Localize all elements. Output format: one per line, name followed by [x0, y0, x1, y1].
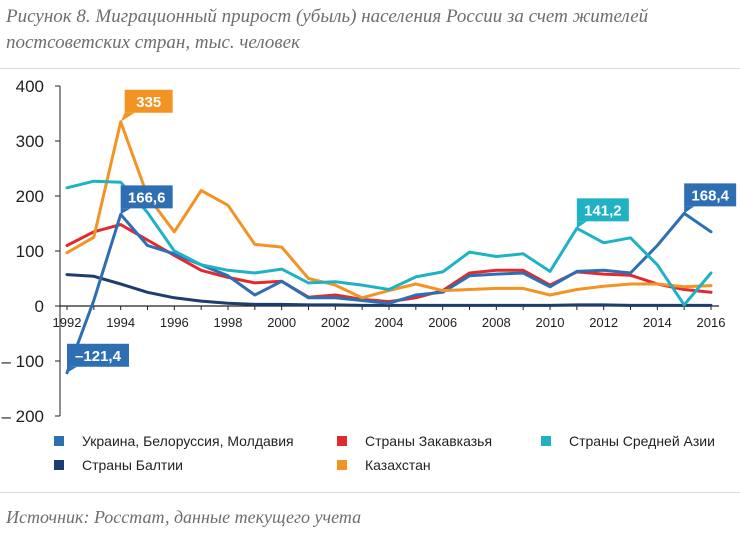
callout: 141,2: [576, 198, 629, 229]
chart-source: Источник: Росстат, данные текущего учета: [6, 507, 362, 527]
title-divider: [0, 68, 740, 69]
legend-swatch: [54, 436, 64, 446]
x-tick-label: 2010: [536, 315, 565, 330]
callout: –121,4: [67, 343, 129, 373]
x-tick-label: 2014: [643, 315, 672, 330]
y-tick-label: 300: [16, 132, 44, 151]
callout-tail: [120, 112, 135, 122]
callout-tail: [576, 221, 587, 229]
legend-label: Страны Балтии: [82, 457, 183, 473]
callout-label: 168,4: [691, 187, 729, 204]
legend-item: Украина, Белоруссия, Молдавия: [54, 433, 294, 449]
callout: 168,4: [684, 183, 737, 214]
y-tick-label: 200: [16, 187, 44, 206]
series-line: [65, 211, 713, 375]
callout-box: [67, 343, 129, 367]
x-tick-label: 1996: [160, 315, 189, 330]
callout: 166,6: [120, 185, 173, 215]
callout-label: 335: [136, 94, 161, 111]
x-tick-label: 2016: [697, 315, 726, 330]
callout-label: –121,4: [75, 348, 122, 365]
x-tick-label: 2002: [321, 315, 350, 330]
legend-item: Страны Балтии: [54, 457, 183, 473]
x-tick-label: 2012: [589, 315, 618, 330]
legend-swatch: [54, 460, 64, 470]
callout-label: 141,2: [584, 202, 622, 219]
callout-box: [684, 183, 737, 207]
legend-label: Страны Закавказья: [365, 433, 492, 449]
chart-legend: Украина, Белоруссия, Молдавия Страны Зака…: [54, 433, 715, 473]
callout-tail: [67, 366, 77, 373]
x-tick-label: 1992: [53, 315, 82, 330]
legend-swatch: [541, 436, 551, 446]
legend-label: Казахстан: [365, 457, 431, 473]
callout-tail: [120, 208, 131, 215]
x-tick-label: 1998: [214, 315, 243, 330]
callout-label: 166,6: [128, 189, 166, 206]
series-line: [65, 273, 713, 307]
x-tick-label: 2004: [375, 315, 404, 330]
x-tick-label: 2000: [267, 315, 296, 330]
callout-box: [124, 89, 173, 113]
chart-lines: [65, 120, 713, 375]
y-tick-label: 0: [35, 297, 44, 316]
callout: 335: [120, 89, 173, 122]
x-tick-label: 2006: [428, 315, 457, 330]
x-tick-label: 1994: [106, 315, 135, 330]
callout-box: [576, 198, 629, 222]
legend-item: Страны Средней Азии: [541, 433, 715, 449]
y-tick-label: – 100: [1, 352, 44, 371]
y-tick-label: 100: [16, 242, 44, 261]
callout-tail: [684, 206, 695, 214]
legend-label: Украина, Белоруссия, Молдавия: [82, 433, 294, 449]
legend-item: Казахстан: [337, 457, 431, 473]
source-divider: [0, 492, 740, 493]
legend-swatch: [337, 460, 347, 470]
legend-label: Страны Средней Азии: [569, 433, 715, 449]
legend-item: Страны Закавказья: [337, 433, 492, 449]
series-line: [65, 179, 713, 307]
x-tick-label: 2008: [482, 315, 511, 330]
callout-box: [120, 185, 173, 209]
y-tick-label: 400: [16, 77, 44, 96]
y-tick-label: – 200: [1, 407, 44, 426]
chart-title: Рисунок 8. Миграционный прирост (убыль) …: [6, 6, 649, 53]
legend-swatch: [337, 436, 347, 446]
chart-callouts: 335 166,6 –121,4 141,2 168,4: [67, 89, 737, 373]
